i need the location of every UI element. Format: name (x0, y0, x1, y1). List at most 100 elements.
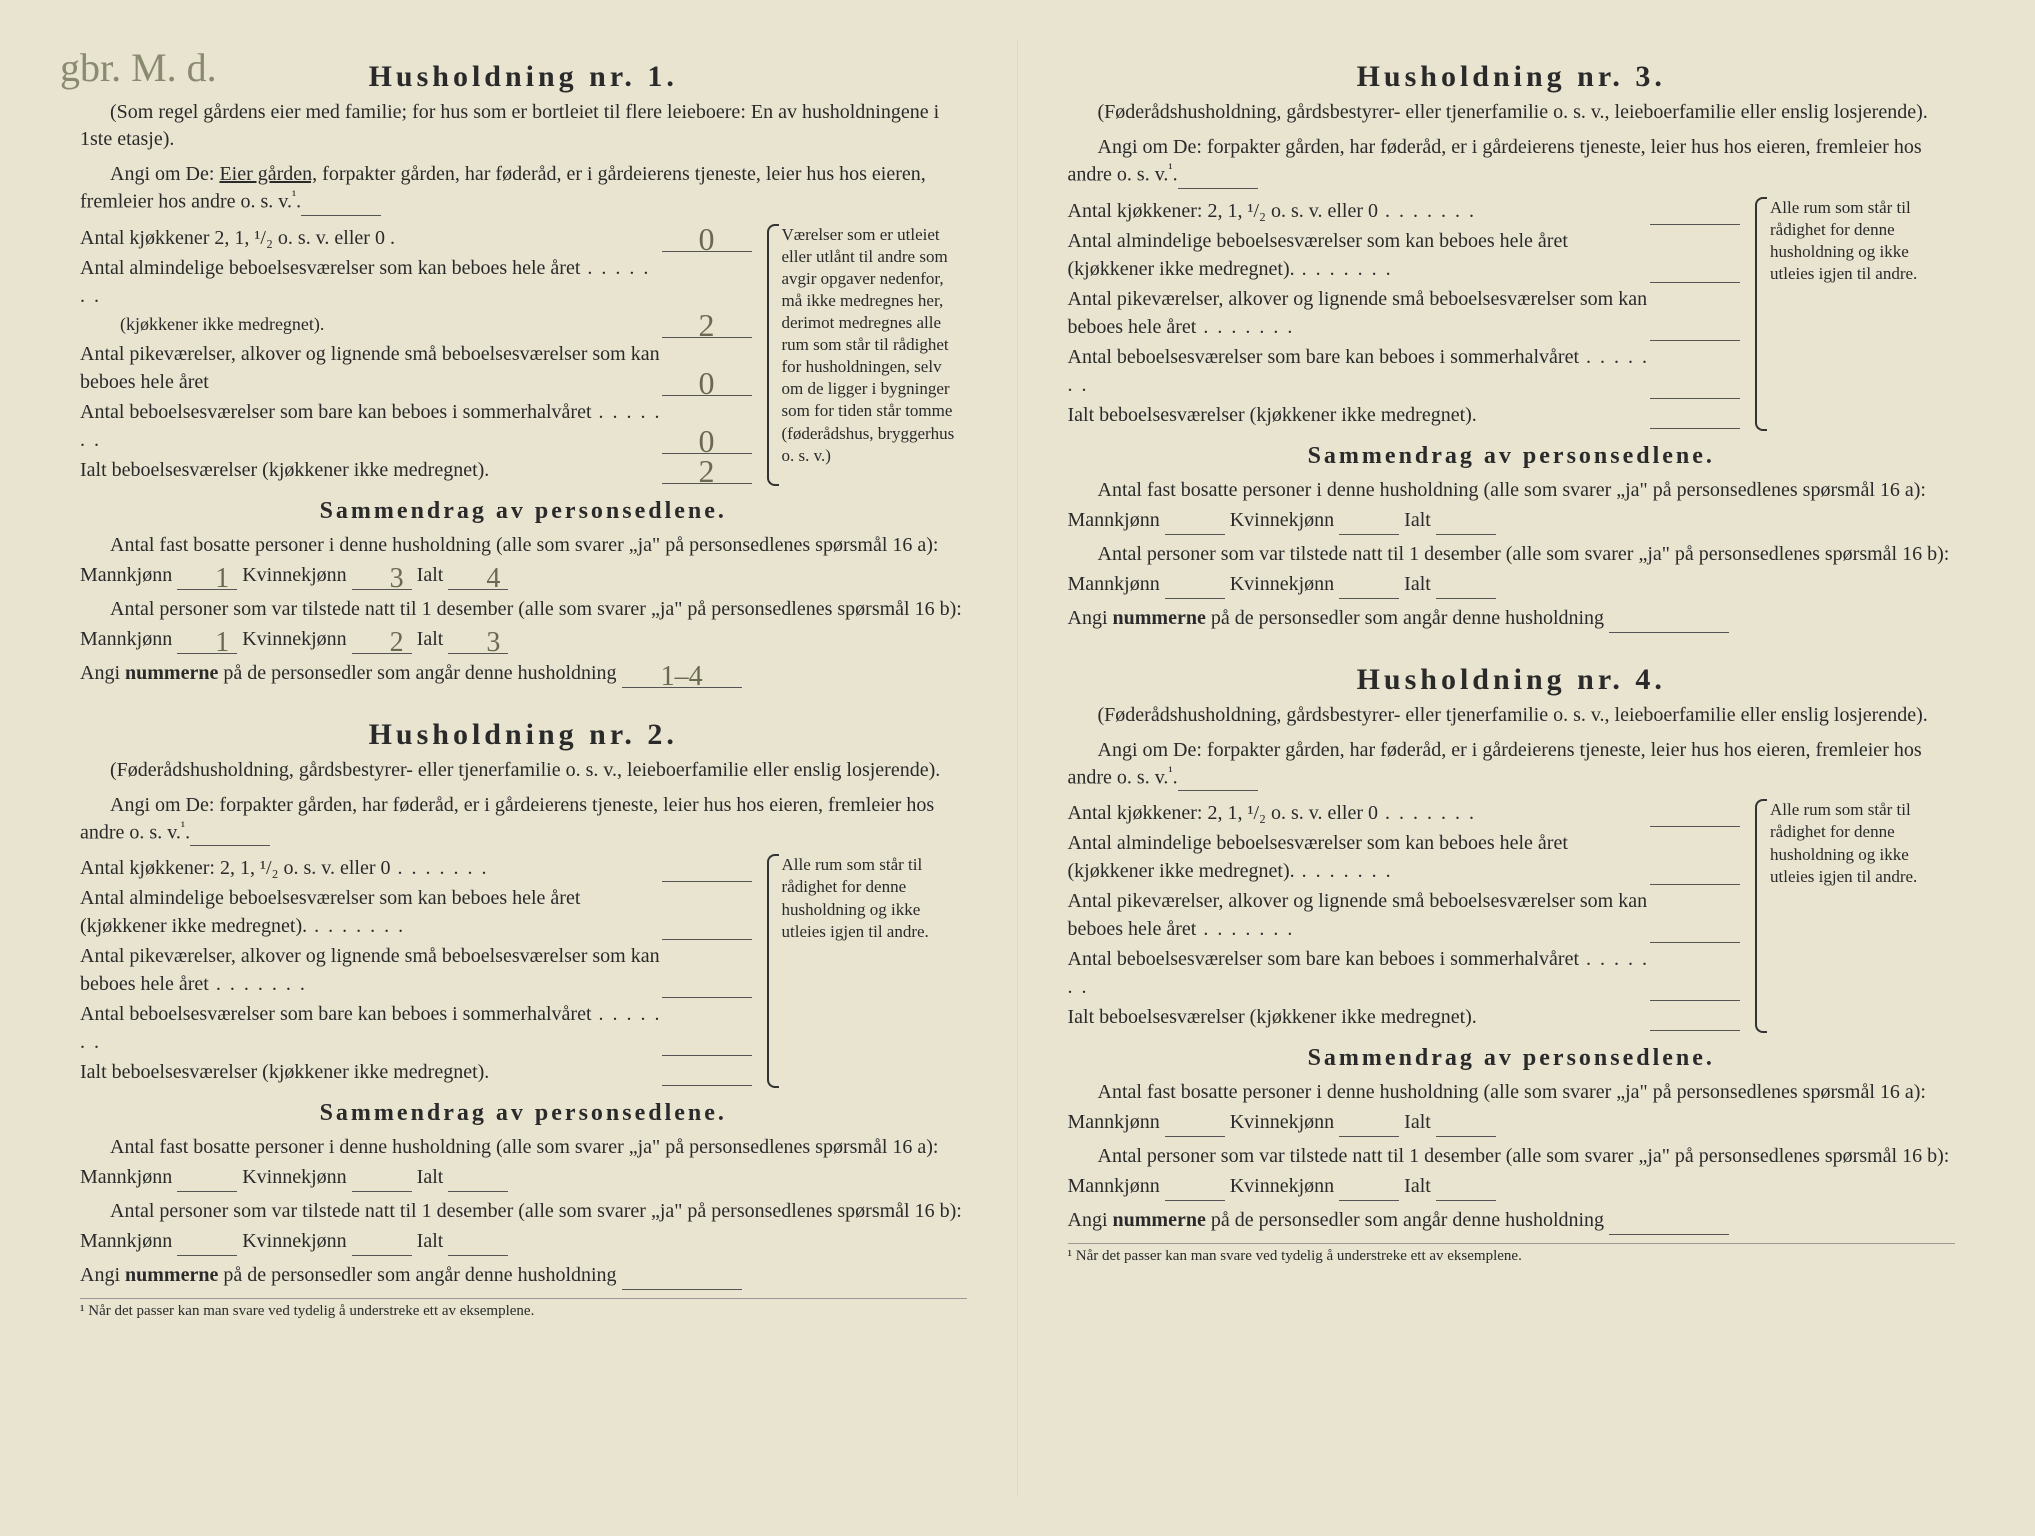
h4-total-row: Ialt beboelsesværelser (kjøkkener ikke m… (1068, 1003, 1741, 1031)
h2-rooms-val[interactable] (662, 939, 752, 940)
h1-k1[interactable]: 3 (352, 569, 412, 590)
h3-summer-row: Antal beboelsesværelser som bare kan beb… (1068, 343, 1741, 399)
h1-m2[interactable]: 1 (177, 633, 237, 654)
h4-total-val[interactable] (1650, 1030, 1740, 1031)
h1-k2[interactable]: 2 (352, 633, 412, 654)
h2-k2[interactable] (352, 1255, 412, 1256)
h1-summer-val[interactable]: 0 (662, 430, 752, 453)
h4-i1[interactable] (1436, 1136, 1496, 1137)
h2-summer-val[interactable] (662, 1055, 752, 1056)
h2-rooms-label: Antal almindelige beboelsesværelser som … (80, 884, 662, 940)
household-3: Husholdning nr. 3. (Føderådshusholdning,… (1068, 60, 1956, 633)
h1-intro-blank[interactable] (301, 215, 381, 216)
h1-total-val[interactable]: 2 (662, 460, 752, 483)
h3-summary-title: Sammendrag av personsedlene. (1068, 443, 1956, 470)
h3-side-note: Alle rum som står til rådighet for denne… (1755, 197, 1955, 431)
h3-rooms-label: Antal almindelige beboelsesværelser som … (1068, 227, 1651, 283)
h3-m2[interactable] (1165, 598, 1225, 599)
h3-nums[interactable] (1609, 632, 1729, 633)
h1-rooms-val[interactable]: 2 (662, 314, 752, 337)
h3-rooms-val[interactable] (1650, 282, 1740, 283)
h2-summary-1: Antal fast bosatte personer i denne hush… (80, 1132, 967, 1192)
h4-summary-3: Angi nummerne på de personsedler som ang… (1068, 1205, 1956, 1235)
h3-intro2: Angi om De: forpakter gården, har føderå… (1068, 134, 1956, 189)
household-3-title: Husholdning nr. 3. (1068, 60, 1956, 94)
h4-summer-val[interactable] (1650, 1000, 1740, 1001)
h2-nums[interactable] (622, 1289, 742, 1290)
household-2-title: Husholdning nr. 2. (80, 718, 967, 752)
h4-rooms-val[interactable] (1650, 884, 1740, 885)
h3-k1[interactable] (1339, 534, 1399, 535)
household-1: Husholdning nr. 1. (Som regel gårdens ei… (80, 60, 967, 688)
h4-kitchen-label: Antal kjøkkener: 2, 1, ¹/₂ o. s. v. elle… (1068, 799, 1651, 827)
h2-fields-left: Antal kjøkkener: 2, 1, ¹/₂ o. s. v. elle… (80, 854, 752, 1088)
h3-i1[interactable] (1436, 534, 1496, 535)
h1-m1[interactable]: 1 (177, 569, 237, 590)
h1-kitchen-label: Antal kjøkkener 2, 1, ¹/₂ o. s. v. eller… (80, 224, 662, 252)
h1-kitchen-val[interactable]: 0 (662, 228, 752, 251)
h1-intro2: Angi om De: Eier gården, forpakter gårde… (80, 161, 967, 216)
h4-summary-title: Sammendrag av personsedlene. (1068, 1045, 1956, 1072)
h1-nums[interactable]: 1–4 (622, 667, 742, 688)
h3-kitchen-row: Antal kjøkkener: 2, 1, ¹/₂ o. s. v. elle… (1068, 197, 1741, 225)
h3-summer-label: Antal beboelsesværelser som bare kan beb… (1068, 343, 1651, 399)
h4-side-note: Alle rum som står til rådighet for denne… (1755, 799, 1955, 1033)
h1-total-row: Ialt beboelsesværelser (kjøkkener ikke m… (80, 456, 752, 484)
h4-i2[interactable] (1436, 1200, 1496, 1201)
h4-summer-label: Antal beboelsesværelser som bare kan beb… (1068, 945, 1651, 1001)
h4-total-label: Ialt beboelsesværelser (kjøkkener ikke m… (1068, 1003, 1651, 1031)
h4-intro-blank[interactable] (1178, 790, 1258, 791)
h4-m1[interactable] (1165, 1136, 1225, 1137)
h2-total-val[interactable] (662, 1085, 752, 1086)
h3-summer-val[interactable] (1650, 398, 1740, 399)
h3-i2[interactable] (1436, 598, 1496, 599)
h4-rooms-row: Antal almindelige beboelsesværelser som … (1068, 829, 1741, 885)
h1-fields-left: Antal kjøkkener 2, 1, ¹/₂ o. s. v. eller… (80, 224, 752, 486)
h3-total-val[interactable] (1650, 428, 1740, 429)
h3-kitchen-val[interactable] (1650, 224, 1740, 225)
h4-summary-2: Antal personer som var tilstede natt til… (1068, 1141, 1956, 1201)
h1-summary-title: Sammendrag av personsedlene. (80, 498, 967, 525)
h4-kitchen-row: Antal kjøkkener: 2, 1, ¹/₂ o. s. v. elle… (1068, 799, 1741, 827)
h2-side-note: Alle rum som står til rådighet for denne… (767, 854, 967, 1088)
h2-summer-row: Antal beboelsesværelser som bare kan beb… (80, 1000, 752, 1056)
h3-alcoves-val[interactable] (1650, 340, 1740, 341)
h4-kitchen-val[interactable] (1650, 826, 1740, 827)
household-4-title: Husholdning nr. 4. (1068, 663, 1956, 697)
h2-kitchen-label: Antal kjøkkener: 2, 1, ¹/₂ o. s. v. elle… (80, 854, 662, 882)
h2-kitchen-val[interactable] (662, 881, 752, 882)
h2-kitchen-row: Antal kjøkkener: 2, 1, ¹/₂ o. s. v. elle… (80, 854, 752, 882)
h2-k1[interactable] (352, 1191, 412, 1192)
h1-i2[interactable]: 3 (448, 633, 508, 654)
h2-i1[interactable] (448, 1191, 508, 1192)
h2-summary-2: Antal personer som var tilstede natt til… (80, 1196, 967, 1256)
h2-i2[interactable] (448, 1255, 508, 1256)
h2-intro-blank[interactable] (190, 845, 270, 846)
h4-summary-1: Antal fast bosatte personer i denne hush… (1068, 1077, 1956, 1137)
h4-k1[interactable] (1339, 1136, 1399, 1137)
h3-summary-1: Antal fast bosatte personer i denne hush… (1068, 475, 1956, 535)
h4-alcoves-val[interactable] (1650, 942, 1740, 943)
h4-intro2: Angi om De: forpakter gården, har føderå… (1068, 737, 1956, 792)
h4-k2[interactable] (1339, 1200, 1399, 1201)
h2-m1[interactable] (177, 1191, 237, 1192)
h3-summary-3: Angi nummerne på de personsedler som ang… (1068, 603, 1956, 633)
h1-intro2u: Eier gården, (219, 163, 317, 185)
h3-fields: Antal kjøkkener: 2, 1, ¹/₂ o. s. v. elle… (1068, 197, 1956, 431)
h1-i1[interactable]: 4 (448, 569, 508, 590)
h1-alcoves-val[interactable]: 0 (662, 372, 752, 395)
h4-m2[interactable] (1165, 1200, 1225, 1201)
h2-alcoves-row: Antal pikeværelser, alkover og lignende … (80, 942, 752, 998)
h4-fields-left: Antal kjøkkener: 2, 1, ¹/₂ o. s. v. elle… (1068, 799, 1741, 1033)
h4-fields: Antal kjøkkener: 2, 1, ¹/₂ o. s. v. elle… (1068, 799, 1956, 1033)
h2-m2[interactable] (177, 1255, 237, 1256)
h3-fields-left: Antal kjøkkener: 2, 1, ¹/₂ o. s. v. elle… (1068, 197, 1741, 431)
h2-alcoves-val[interactable] (662, 997, 752, 998)
h2-summary-3: Angi nummerne på de personsedler som ang… (80, 1260, 967, 1290)
h3-intro-blank[interactable] (1178, 188, 1258, 189)
h4-nums[interactable] (1609, 1234, 1729, 1235)
h2-intro1: (Føderådshusholdning, gårdsbestyrer- ell… (80, 757, 967, 784)
h2-rooms-row: Antal almindelige beboelsesværelser som … (80, 884, 752, 940)
h3-k2[interactable] (1339, 598, 1399, 599)
h3-m1[interactable] (1165, 534, 1225, 535)
